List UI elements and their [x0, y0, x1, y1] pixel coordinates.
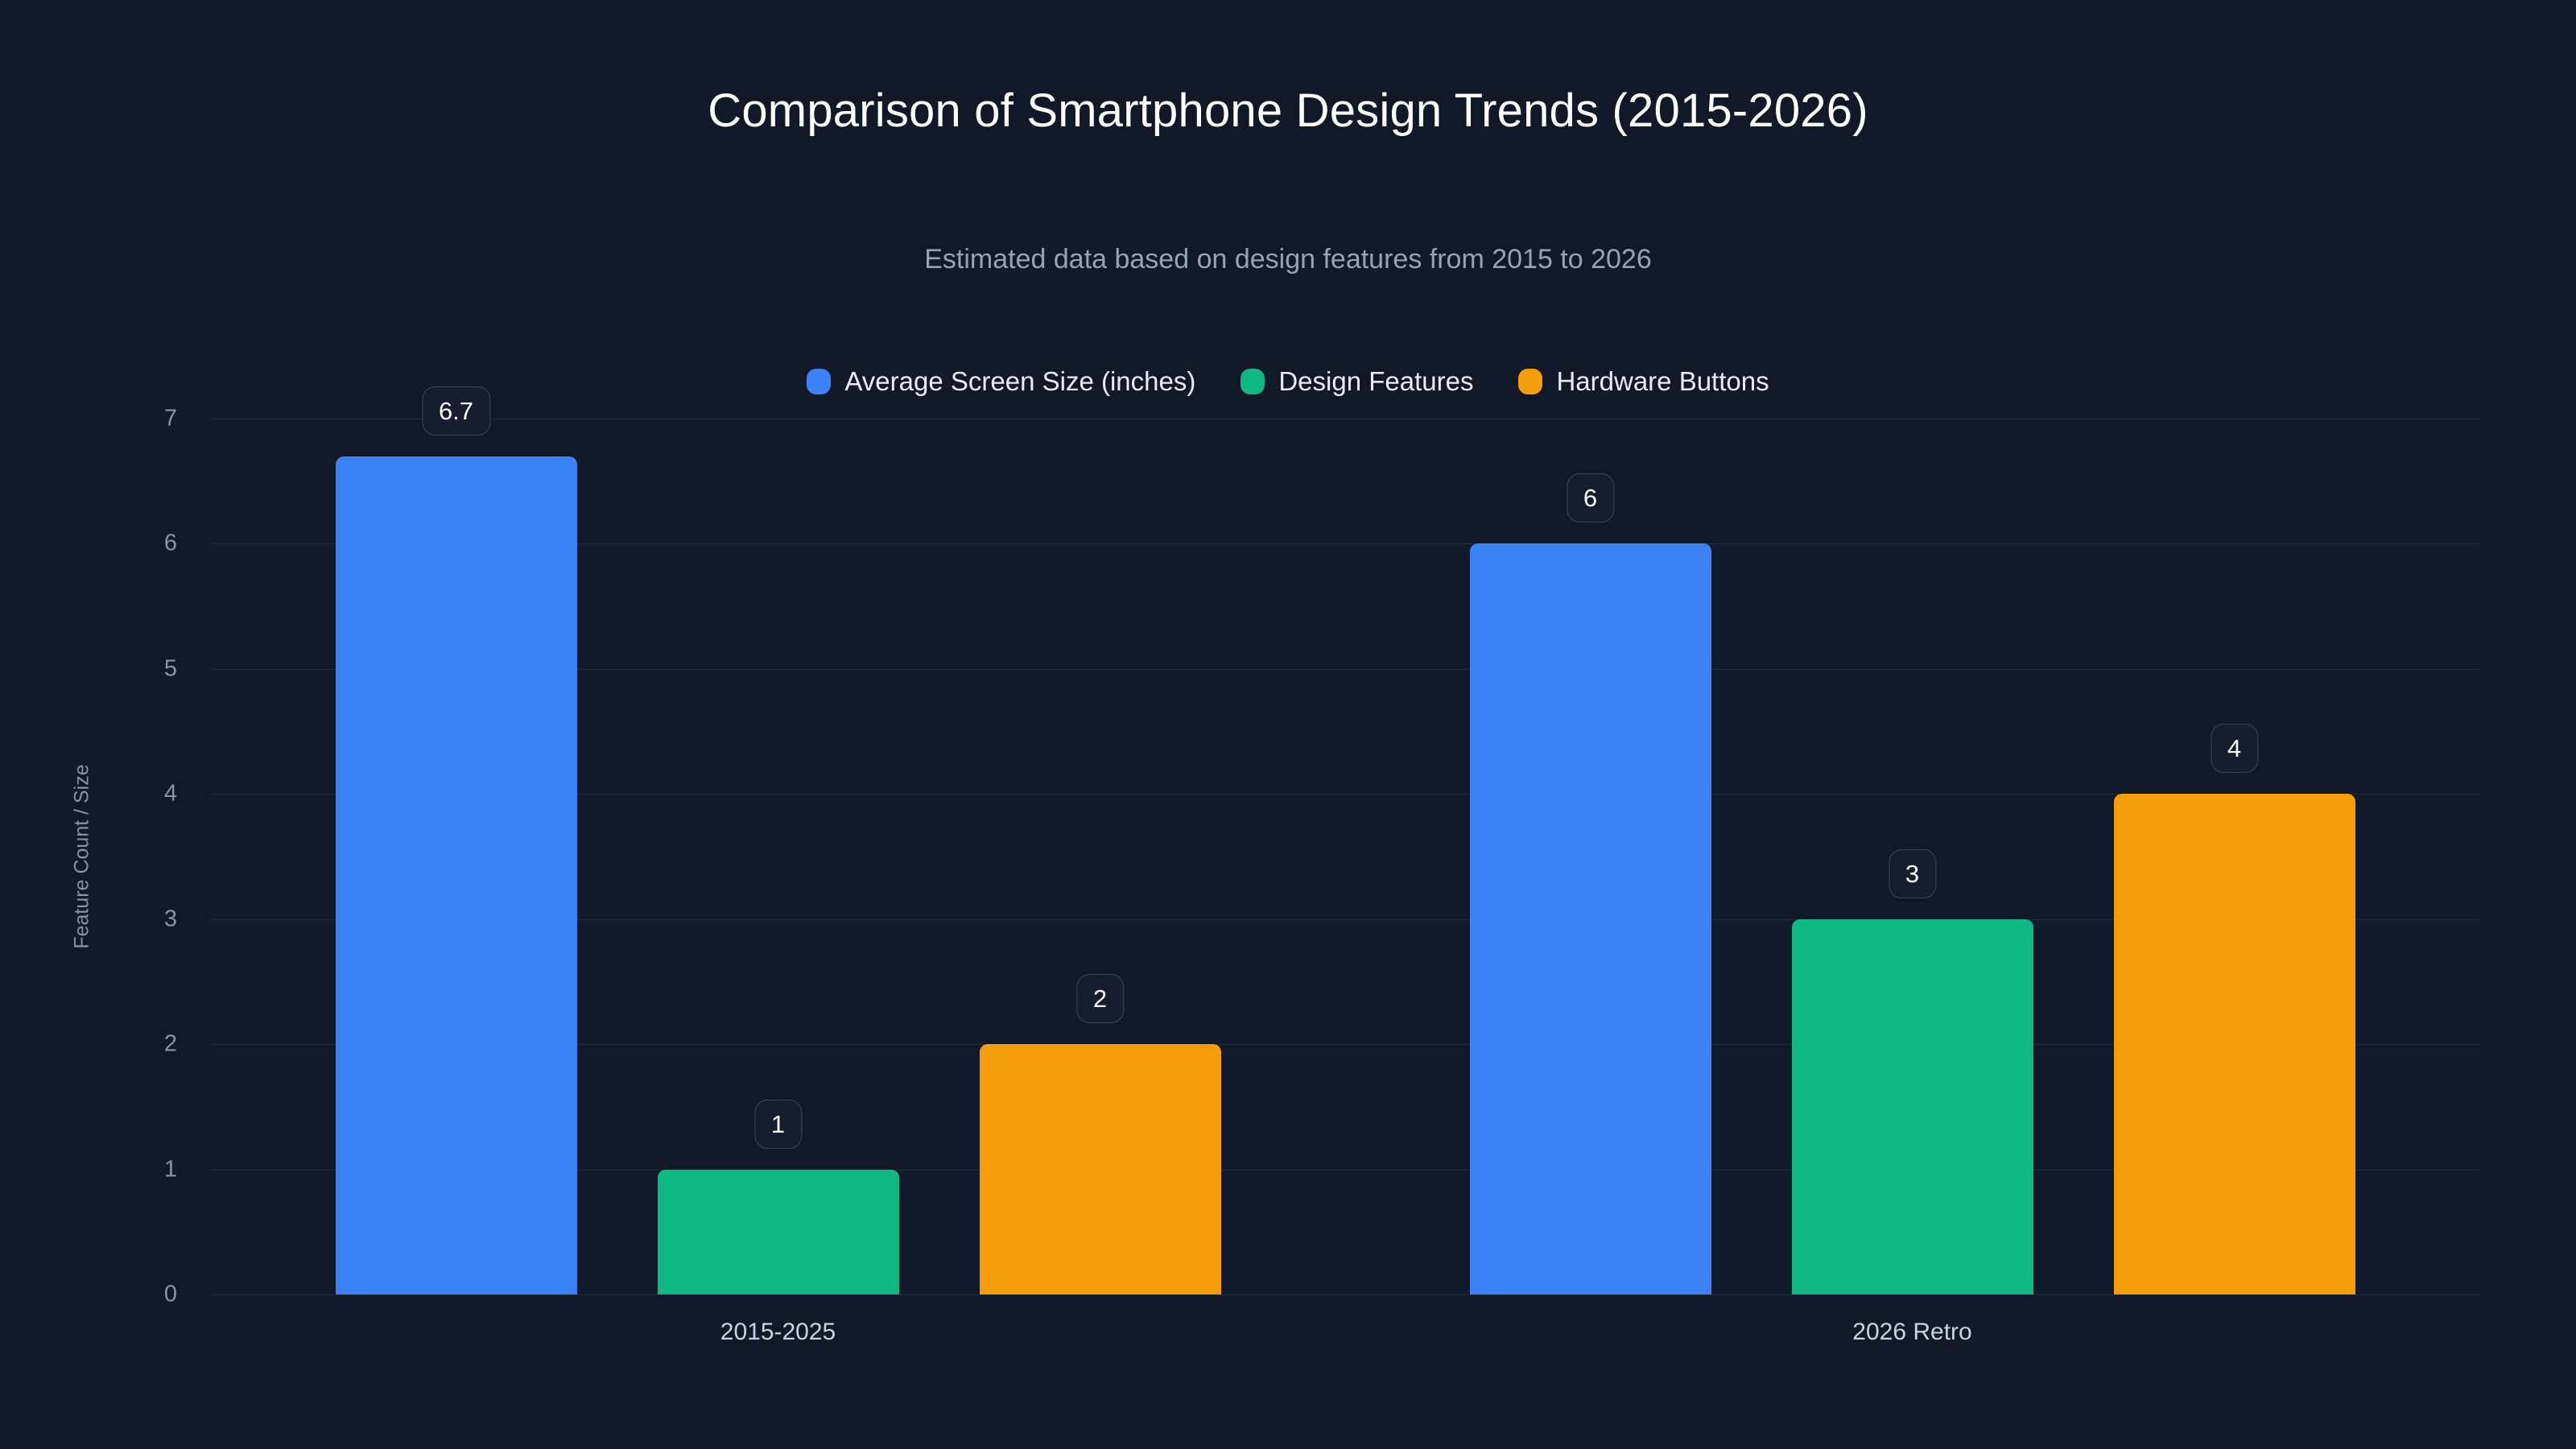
- bar-1-2[interactable]: [2113, 794, 2355, 1294]
- gridline: [211, 1294, 2479, 1295]
- bar-value-label: 1: [753, 1099, 803, 1149]
- gridline: [211, 543, 2479, 545]
- chart-legend: Average Screen Size (inches) Design Featu…: [0, 366, 2576, 397]
- bar-1-0[interactable]: [1469, 543, 1711, 1294]
- legend-label: Hardware Buttons: [1556, 366, 1769, 396]
- plot-area: 6.7 1 2 6 3 4: [211, 386, 2479, 1295]
- y-axis-tick-label: 1: [163, 1156, 177, 1183]
- legend-label: Average Screen Size (inches): [844, 366, 1196, 396]
- legend-item-1[interactable]: Design Features: [1241, 366, 1473, 397]
- bar-value-label: 6: [1566, 473, 1615, 523]
- bar-value-label: 2: [1075, 974, 1125, 1024]
- bar-value-label: 6.7: [421, 386, 491, 436]
- y-axis-tick-label: 2: [163, 1030, 177, 1057]
- legend-item-2[interactable]: Hardware Buttons: [1518, 366, 1769, 397]
- legend-swatch-icon: [1518, 369, 1543, 394]
- bar-0-2[interactable]: [979, 1044, 1221, 1294]
- bar-1-1[interactable]: [1791, 919, 2033, 1294]
- x-axis-category-label: 2015-2025: [720, 1319, 836, 1345]
- y-axis-tick-label: 5: [163, 655, 177, 682]
- gridline: [211, 668, 2479, 670]
- gridline: [211, 794, 2479, 795]
- legend-swatch-icon: [807, 369, 832, 394]
- legend-label: Design Features: [1278, 366, 1474, 396]
- bar-value-label: 3: [1888, 848, 1937, 898]
- legend-swatch-icon: [1241, 369, 1265, 394]
- y-axis-tick-label: 0: [163, 1281, 177, 1307]
- y-axis-tick-label: 4: [163, 780, 177, 807]
- gridline: [211, 919, 2479, 920]
- y-axis-tick-label: 7: [163, 405, 177, 431]
- bar-0-0[interactable]: [335, 456, 577, 1294]
- bar-0-1[interactable]: [657, 1169, 899, 1294]
- gridline: [211, 1044, 2479, 1046]
- chart-title: Comparison of Smartphone Design Trends (…: [708, 85, 1868, 137]
- chart-subtitle: Estimated data based on design features …: [924, 244, 1652, 275]
- bar-value-label: 4: [2210, 724, 2259, 774]
- y-axis-tick-label: 3: [163, 906, 177, 932]
- legend-item-0[interactable]: Average Screen Size (inches): [807, 366, 1195, 397]
- x-axis-category-label: 2026 Retro: [1852, 1319, 1972, 1345]
- y-axis-tick-label: 6: [163, 530, 177, 556]
- y-axis-tick-labels: 0 1 2 3 4 5 6 7: [0, 406, 211, 1307]
- x-axis-tick-labels: 2015-2025 2026 Retro: [211, 1319, 2479, 1367]
